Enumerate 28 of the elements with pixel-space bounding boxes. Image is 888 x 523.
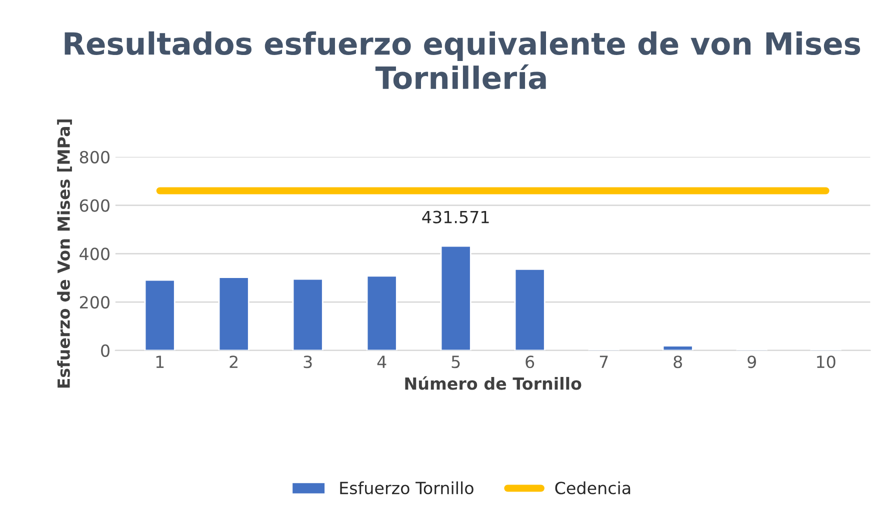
x-tick-label: 1 xyxy=(156,356,164,368)
y-tick-label: 800 xyxy=(80,150,110,164)
bar xyxy=(366,275,398,350)
y-axis-title: Esfuerzo de Von Mises [MPa] xyxy=(57,120,72,388)
x-axis-title: Número de Tornillo xyxy=(405,376,582,390)
x-tick-label: 10 xyxy=(817,356,836,368)
y-tick-label: 400 xyxy=(80,248,110,260)
x-tick-label: 8 xyxy=(674,356,682,368)
y-tick-label: 200 xyxy=(80,296,110,309)
x-tick-label: 4 xyxy=(377,356,386,368)
y-tick-label: 0 xyxy=(101,344,110,357)
x-tick-label: 9 xyxy=(748,356,756,368)
x-tick-label: 3 xyxy=(304,356,312,368)
bar xyxy=(514,268,546,350)
x-tick-label: 2 xyxy=(230,356,238,368)
bar xyxy=(218,276,250,350)
y-tick-label: 600 xyxy=(80,199,110,212)
legend-label: Cedencia xyxy=(555,481,630,494)
bar xyxy=(440,245,472,350)
legend-label: Esfuerzo Tornillo xyxy=(340,481,474,494)
bar xyxy=(662,345,694,350)
bar xyxy=(144,279,176,350)
x-tick-label: 7 xyxy=(600,356,608,368)
x-tick-label: 5 xyxy=(452,356,460,368)
data-label: 431.571 xyxy=(422,210,489,224)
x-tick-label: 6 xyxy=(526,356,534,368)
bar xyxy=(292,278,324,350)
chart-title: Resultados esfuerzo equivalente de von Mises Tornillería xyxy=(64,31,860,90)
